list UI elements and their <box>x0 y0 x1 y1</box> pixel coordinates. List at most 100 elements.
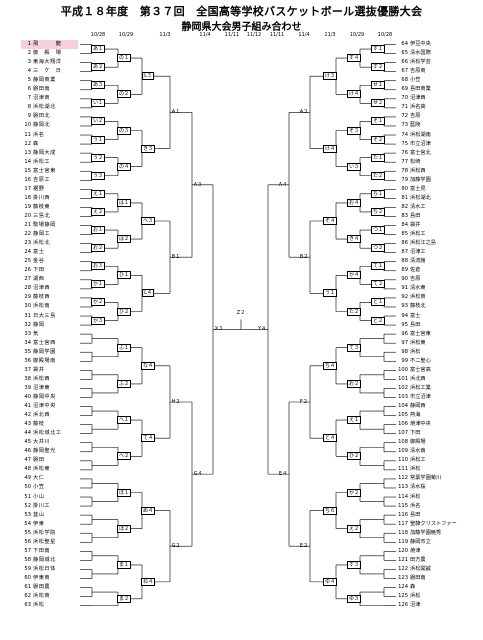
team-name: 御 殿 場 <box>33 50 62 57</box>
left-team-18: 18 掛川西 <box>21 194 78 203</box>
right-team-96: 96 富士宮東 <box>398 330 473 339</box>
right-team-82: 82 清水工 <box>398 203 473 212</box>
seed-number: 51 <box>24 493 31 500</box>
team-name: 森 <box>410 584 416 590</box>
team-name: 気 <box>33 330 39 337</box>
match-label: は２ <box>116 235 132 244</box>
right-team-71: 71 浜名高 <box>398 103 473 112</box>
left-team-29: 29 藤枝西 <box>21 293 78 302</box>
right-team-106: 106 焼津中央 <box>398 420 473 429</box>
right-team-93: 93 藤枝北 <box>398 302 473 311</box>
match-label: L４ <box>142 289 154 298</box>
match-label: ま１ <box>116 560 132 569</box>
team-name: 富士 <box>410 312 421 319</box>
left-team-63: 63 浜松 <box>21 601 78 610</box>
team-name: 静岡 <box>33 321 45 328</box>
seed-number: 70 <box>401 95 408 102</box>
team-name: 大井川 <box>33 439 51 446</box>
left-team-14: 14 浜松工 <box>21 158 78 167</box>
right-team-119: 119 静岡市立 <box>398 538 473 547</box>
left-team-45: 45 大井川 <box>21 438 78 447</box>
match-label: の１ <box>116 54 132 63</box>
team-name: 浜松西 <box>33 375 51 382</box>
team-name: 島田 <box>410 511 421 518</box>
team-name: 浜松工 <box>33 158 51 165</box>
right-team-113: 113 清水桜 <box>398 483 473 492</box>
right-team-69: 69 島田商業 <box>398 85 473 94</box>
seed-number: 34 <box>24 339 31 346</box>
left-team-41: 41 沼津中央 <box>21 402 78 411</box>
team-name: 下田南 <box>33 547 51 554</box>
match-label: け３ <box>322 72 338 81</box>
left-team-49: 49 大仁 <box>21 474 78 483</box>
seed-number: 50 <box>24 484 31 491</box>
seed-number: 38 <box>24 375 31 382</box>
seed-number: 13 <box>24 149 31 156</box>
seed-number: 111 <box>398 466 408 473</box>
match-label: ち１ <box>370 189 386 198</box>
seed-number: 28 <box>24 285 31 292</box>
seed-number: 126 <box>398 602 408 609</box>
team-name: 掛川工 <box>33 502 51 509</box>
right-team-105: 105 熱海 <box>398 411 473 420</box>
match-label: せ１ <box>370 81 386 90</box>
team-name: 常葉学園菊川 <box>410 475 442 482</box>
team-name: 磐田農 <box>33 584 51 590</box>
team-name: 御殿場 <box>410 439 426 446</box>
team-name: 浜松 <box>410 593 421 600</box>
seed-number: 46 <box>24 448 31 455</box>
left-team-23: 23 浜松北 <box>21 239 78 248</box>
match-label: Y４ <box>257 326 267 333</box>
seed-number: 90 <box>401 276 408 283</box>
right-team-101: 101 浜北西 <box>398 375 473 384</box>
match-label: か１ <box>90 280 106 289</box>
team-name: 富士宮東 <box>410 330 431 337</box>
right-team-122: 122 浜松開誠 <box>398 565 473 574</box>
seed-number: 35 <box>24 348 31 355</box>
seed-number: 121 <box>398 556 408 563</box>
right-team-99: 99 不二聖心 <box>398 357 473 366</box>
team-name: 沼津西 <box>33 285 51 292</box>
right-team-94: 94 富士 <box>398 312 473 321</box>
seed-number: 108 <box>398 439 408 446</box>
match-label: H２ <box>171 399 181 405</box>
seed-number: 42 <box>24 412 31 419</box>
seed-number: 55 <box>24 529 31 536</box>
seed-number: 106 <box>398 421 408 428</box>
left-team-24: 24 富士 <box>21 248 78 257</box>
left-team-13: 13 静岡大成 <box>21 149 78 158</box>
left-team-44: 44 浜松城北工 <box>21 429 78 438</box>
seed-number: 6 <box>27 86 31 93</box>
match-label: い３ <box>346 162 362 171</box>
left-team-42: 42 浜北西 <box>21 411 78 420</box>
team-name: 下田 <box>410 430 421 437</box>
right-team-88: 88 清流館 <box>398 257 473 266</box>
seed-number: 101 <box>398 375 408 382</box>
right-team-98: 98 浜松 <box>398 348 473 357</box>
seed-number: 7 <box>27 95 31 102</box>
right-team-109: 109 清水南 <box>398 447 473 456</box>
seed-number: 112 <box>398 475 408 482</box>
round-date-6: 11/12 <box>246 32 262 38</box>
team-name: 市立沼津 <box>410 393 431 400</box>
left-team-16: 16 吉原工 <box>21 176 78 185</box>
match-label: つ１ <box>370 226 386 235</box>
match-label: お１ <box>90 226 106 235</box>
seed-number: 125 <box>398 593 408 600</box>
right-team-110: 110 浜松工 <box>398 456 473 465</box>
round-date-5: 11/11 <box>224 32 240 38</box>
team-name: 浜松南 <box>33 303 51 310</box>
match-label: Z２ <box>236 310 246 317</box>
right-team-73: 73 藍陵 <box>398 121 473 130</box>
team-name: 浜北西 <box>410 375 426 382</box>
match-label: A１ <box>171 109 181 116</box>
match-label: す４ <box>346 54 362 63</box>
seed-number: 22 <box>24 231 31 238</box>
right-team-75: 75 市立沼津 <box>398 140 473 149</box>
seed-number: 71 <box>401 104 408 111</box>
match-label: ひ２ <box>116 307 132 316</box>
right-team-104: 104 静岡西 <box>398 402 473 411</box>
seed-number: 61 <box>24 584 31 590</box>
right-team-85: 85 浜松工 <box>398 230 473 239</box>
